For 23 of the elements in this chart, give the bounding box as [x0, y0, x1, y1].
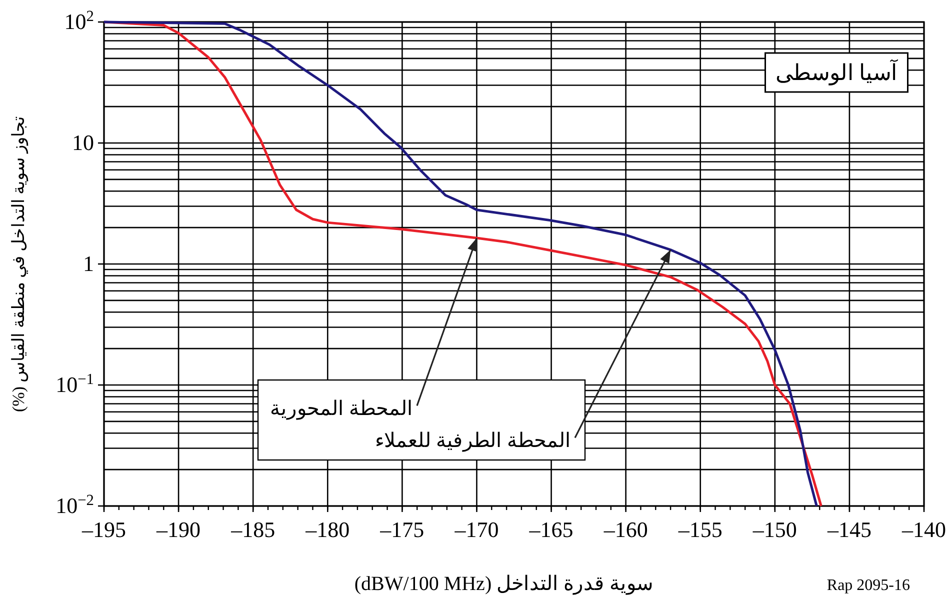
y-tick-label: 10$^{−1}$ [56, 370, 94, 397]
x-tick-label: –170 [454, 517, 499, 542]
x-tick-label: –165 [528, 517, 574, 542]
x-tick-label: –155 [677, 517, 722, 542]
x-tick-label: –195 [81, 517, 126, 542]
y-tick-label: 10$^{2}$ [64, 8, 94, 34]
annotation: المحطة المحورية [270, 398, 413, 420]
y-tick-label: 10$^{−2}$ [56, 492, 94, 518]
text: Rap 2095-16 [826, 577, 910, 594]
x-tick-label: –190 [156, 517, 201, 542]
y-tick-label: 10 [72, 130, 94, 155]
y-axis-title: تجاوز سوية التداخل في منطقة القياس (%) [9, 116, 29, 412]
text: آسيا الوسطى [775, 59, 898, 86]
x-tick-label: –175 [379, 517, 424, 542]
x-tick-label: –180 [304, 517, 350, 542]
x-axis-title: سوية قدرة التداخل (dBW/100 MHz) [354, 573, 654, 595]
y-tick-label: 1 [83, 251, 94, 276]
x-tick-label: –150 [752, 517, 797, 542]
x-tick-label: –185 [230, 517, 276, 542]
x-tick-label: –145 [826, 517, 872, 542]
x-tick-label: –140 [901, 517, 946, 542]
annotation: المحطة الطرفية للعملاء [375, 430, 571, 452]
x-tick-label: –160 [602, 517, 648, 542]
